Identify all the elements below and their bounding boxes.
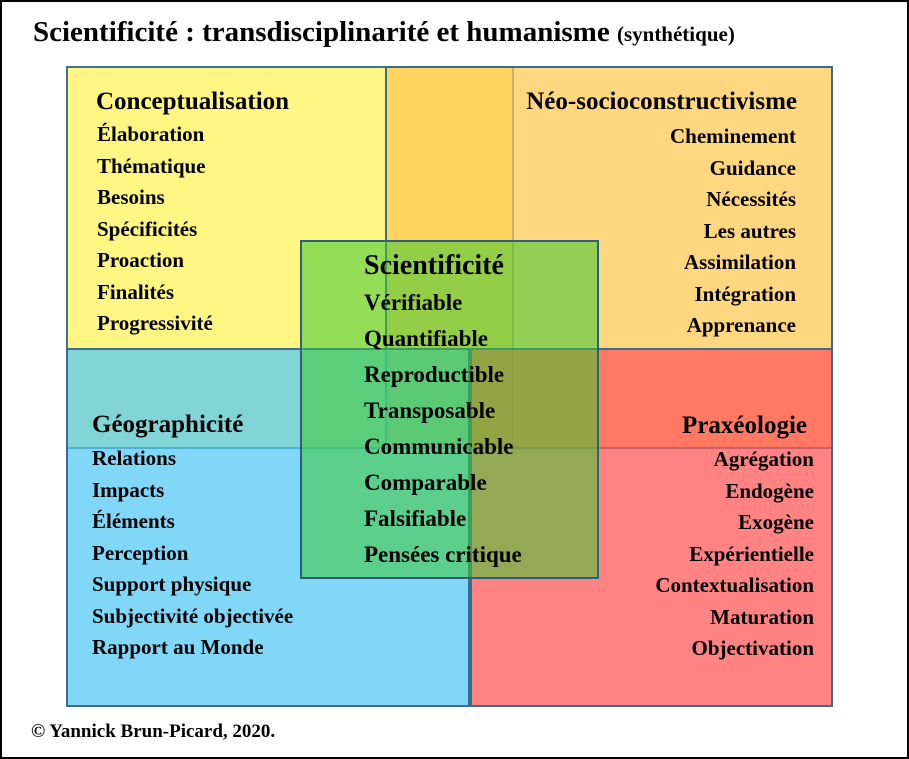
list-item: Finalités [97,279,174,304]
list-item: Agrégation [713,447,814,471]
list-item: Expérientielle [689,541,814,566]
list-conceptualisation: Élaboration Thématique Besoins Spécificités… [97,119,213,340]
list-item: Rapport au Monde [92,635,264,659]
list-item: Pensées critique [364,542,522,567]
list-item: Quantifiable [364,326,488,351]
list-item: Nécessités [706,187,796,211]
heading-praxeologie: Praxéologie [682,412,807,439]
list-neo-socioconstructivisme: Cheminement Guidance Nécessités Les autres A… [670,121,796,342]
heading-neo-socioconstructivisme: Néo-socioconstructivisme [526,88,797,115]
list-geographicite: Relations Impacts Éléments Perception Suppor… [92,443,293,664]
title-sub: (synthétique) [616,22,735,46]
title-main: Scientificité : transdisciplinarité et h… [33,16,610,48]
list-item: Maturation [710,604,814,629]
page-title: Scientificité : transdisciplinarité et h… [33,16,735,49]
list-item: Support physique [92,572,252,596]
list-item: Contextualisation [655,573,814,597]
list-item: Guidance [709,155,796,180]
center-scientificite-box [300,240,599,579]
list-item: Falsifiable [364,506,467,531]
list-item: Impacts [92,477,165,502]
copyright: © Yannick Brun-Picard, 2020. [31,721,276,742]
list-item: Exogène [738,510,814,534]
list-item: Thématique [97,153,206,178]
list-item: Vérifiable [364,290,463,315]
list-praxeologie: Agrégation Endogène Exogène Expérientielle C… [655,444,814,665]
list-item: Objectivation [691,636,814,660]
list-item: Progressivité [97,311,213,335]
list-item: Endogène [725,478,814,503]
list-item: Comparable [364,470,487,495]
list-item: Intégration [694,281,797,306]
list-item: Élaboration [97,122,205,146]
list-item: Subjectivité objectivée [92,603,294,628]
list-item: Proaction [97,248,185,272]
list-item: Spécificités [97,216,198,241]
list-item: Besoins [97,185,165,209]
heading-scientificite: Scientificité [364,250,504,281]
list-item: Cheminement [670,124,796,148]
list-item: Transposable [364,398,496,423]
list-item: Apprenance [686,313,796,337]
list-item: Communicable [364,434,514,459]
list-item: Assimilation [683,250,796,274]
list-scientificite: Vérifiable Quantifiable Reproductible Trans… [364,285,522,573]
list-item: Les autres [703,218,796,243]
list-item: Reproductible [364,362,505,387]
list-item: Éléments [92,509,175,533]
list-item: Relations [92,446,176,470]
heading-conceptualisation: Conceptualisation [96,88,290,115]
heading-geographicite: Géographicité [92,411,244,438]
list-item: Perception [92,540,189,565]
